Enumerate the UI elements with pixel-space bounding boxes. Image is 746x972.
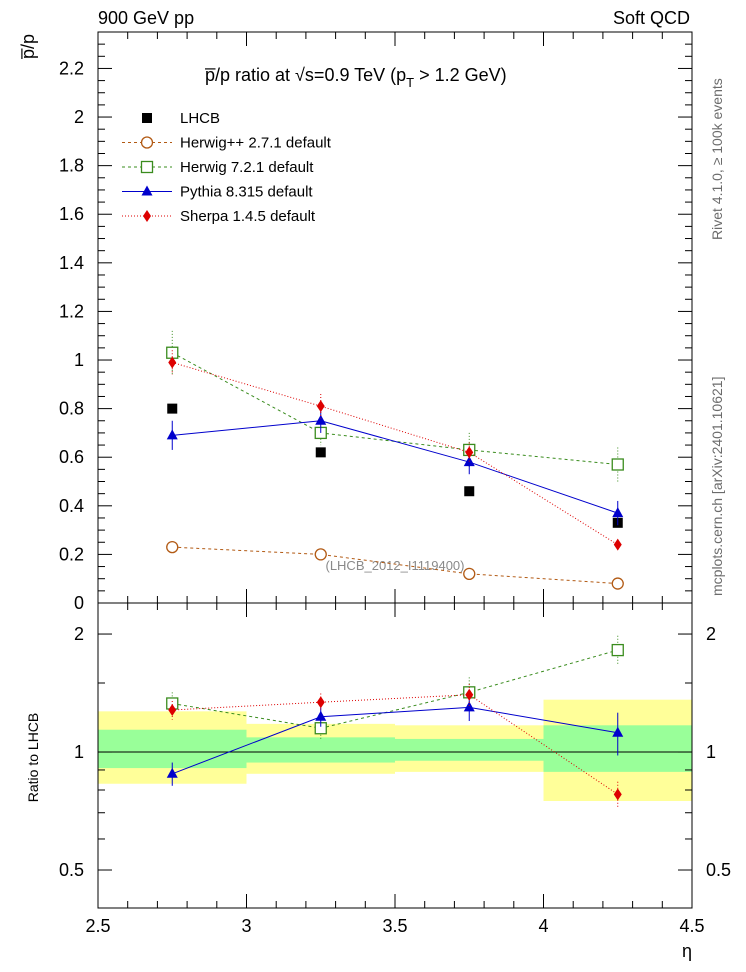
ratio-point <box>612 726 624 737</box>
y-tick-label: 0.2 <box>59 544 84 564</box>
ratio-point <box>166 767 178 778</box>
ratio-point <box>465 688 474 701</box>
ratio-point <box>463 701 475 712</box>
x-tick-label: 4.5 <box>679 916 704 936</box>
legend-marker <box>142 113 152 123</box>
ratio-panel: 0.5 0.5 1 1 2 2 2.5 3 3.5 4 4.5 η Ratio to LHCB <box>25 602 731 961</box>
rivet-label: Rivet 4.1.0, ≥ 100k events <box>709 78 725 240</box>
uncertainty-band-inner <box>246 737 395 763</box>
x-axis-label: η <box>682 941 692 961</box>
header-left: 900 GeV pp <box>98 8 194 28</box>
y-tick-label: 0.5 <box>59 860 84 880</box>
legend-marker <box>141 185 153 196</box>
data-point <box>166 429 178 440</box>
legend-entry: Herwig 7.2.1 default <box>122 159 314 176</box>
y-tick-label: 1.4 <box>59 253 84 273</box>
legend-label: Herwig 7.2.1 default <box>180 159 314 176</box>
data-point <box>612 507 624 518</box>
y-tick-label: 2.2 <box>59 58 84 78</box>
ratio-line <box>172 649 618 729</box>
ratio-point <box>168 704 177 717</box>
x-tick-label: 3 <box>241 916 251 936</box>
y-axis-label: p̅/p <box>18 34 38 60</box>
legend: LHCB Herwig++ 2.7.1 default Herwig 7.2.1 d… <box>122 110 332 225</box>
legend-label: Sherpa 1.4.5 default <box>180 208 316 225</box>
uncertainty-band-inner <box>98 729 247 769</box>
data-point <box>315 447 326 458</box>
data-point <box>463 567 476 580</box>
x-tick-label: 2.5 <box>85 916 110 936</box>
legend-marker <box>140 136 154 149</box>
ratio-point <box>315 710 327 721</box>
legend-entry: Herwig++ 2.7.1 default <box>122 135 332 152</box>
y-tick-label-zero: 0 <box>74 593 84 613</box>
mcplots-label: mcplots.cern.ch [arXiv:2401.10621] <box>709 377 725 596</box>
data-point <box>167 403 178 414</box>
x-tick-label: 3.5 <box>382 916 407 936</box>
legend-entry: Sherpa 1.4.5 default <box>122 208 316 225</box>
header-right: Soft QCD <box>613 8 690 28</box>
y-tick-label: 1.2 <box>59 301 84 321</box>
y-tick-label-right: 2 <box>706 624 716 644</box>
series-pythia-8-315-default <box>166 408 624 526</box>
y-tick-label: 1.6 <box>59 204 84 224</box>
x-tick-label: 4 <box>538 916 548 936</box>
y-tick-label: 1 <box>74 742 84 762</box>
ratio-point <box>316 696 325 709</box>
series-line <box>172 546 618 585</box>
data-point <box>166 540 179 554</box>
data-point <box>611 577 624 590</box>
series-line <box>172 361 619 546</box>
data-point <box>316 400 325 413</box>
legend-label: Pythia 8.315 default <box>180 184 313 201</box>
chart-title-tail: > 1.2 GeV) <box>414 65 507 85</box>
data-point <box>465 446 474 459</box>
legend-label: Herwig++ 2.7.1 default <box>180 135 332 152</box>
series-sherpa-1-4-5-default <box>168 350 622 551</box>
uncertainty-band-inner <box>395 738 544 761</box>
y-tick-label: 1.8 <box>59 156 84 176</box>
y-tick-label: 0.6 <box>59 447 84 467</box>
ratio-series-sherpa-1-4-5-default <box>168 684 622 808</box>
data-point <box>613 538 622 551</box>
legend-entry: LHCB <box>142 110 220 127</box>
ratio-line <box>172 706 618 775</box>
data-point <box>611 458 624 471</box>
series-herwig-7-2-1-default <box>166 330 624 482</box>
main-panel: 0.2 0.4 0.6 0.8 1 1.2 1.4 1.6 1.8 2 2.2 0 p̅/p p̅/p r… <box>18 31 693 613</box>
ratio-y-axis-label: Ratio to LHCB <box>25 713 41 802</box>
legend-label: LHCB <box>180 110 220 127</box>
data-point <box>314 548 327 561</box>
y-tick-label-right: 1 <box>706 742 716 762</box>
y-tick-label: 0.4 <box>59 496 84 516</box>
data-point <box>168 356 177 369</box>
data-point <box>464 486 475 497</box>
legend-marker <box>140 160 154 174</box>
chart-title-sub: T <box>406 75 414 90</box>
chart-title: p̅/p ratio at √s=0.9 TeV (pT > 1.2 GeV) <box>204 65 506 90</box>
legend-entry: Pythia 8.315 default <box>122 184 313 201</box>
series-line <box>172 420 618 514</box>
ratio-point <box>613 788 622 801</box>
ratio-point <box>611 643 624 657</box>
y-tick-label: 0.8 <box>59 399 84 419</box>
analysis-watermark: (LHCB_2012_I1119400) <box>325 558 464 573</box>
series-herwig-2-7-1-default <box>166 540 624 590</box>
legend-marker <box>143 210 151 222</box>
series-line <box>172 352 618 465</box>
y-tick-label: 2 <box>74 107 84 127</box>
y-tick-label: 1 <box>74 350 84 370</box>
data-point <box>315 414 327 425</box>
y-tick-label: 2 <box>74 624 84 644</box>
series-lhcb <box>167 403 623 528</box>
y-tick-label-right: 0.5 <box>706 860 731 880</box>
